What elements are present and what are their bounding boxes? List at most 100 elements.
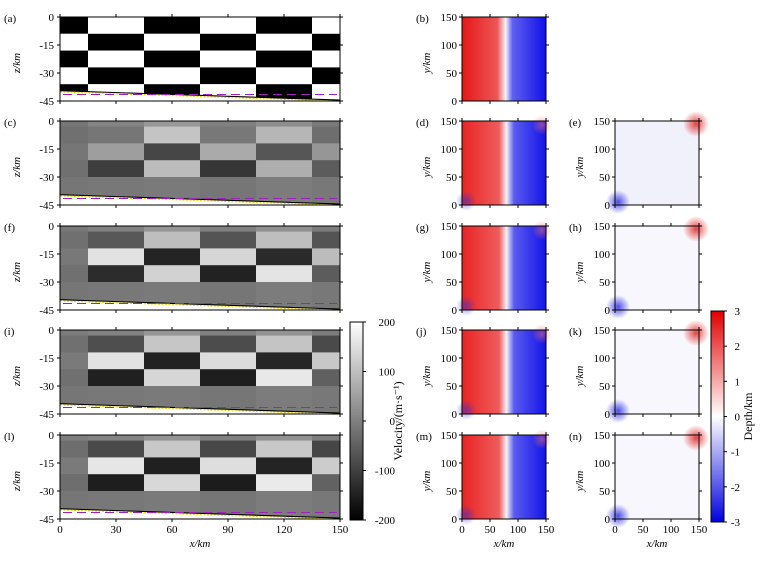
y-tick-label: 100 xyxy=(441,353,458,365)
velocity-cell xyxy=(88,491,145,509)
checker-cell xyxy=(88,50,144,68)
velocity-cell xyxy=(88,369,145,387)
x-tick-label: 150 xyxy=(691,524,708,536)
colorbar-tick-label: -200 xyxy=(375,515,396,527)
error-panel-3 xyxy=(606,425,709,528)
velocity-colorbar-label: Velocity/(m·s⁻¹) xyxy=(391,381,405,460)
panel-label: (g) xyxy=(416,222,429,234)
velocity-cell xyxy=(312,126,341,144)
y-tick-label: -45 xyxy=(39,200,54,212)
velocity-cell xyxy=(88,386,145,404)
velocity-cell xyxy=(256,282,313,300)
velocity-cell xyxy=(256,143,313,161)
y-tick-label: 150 xyxy=(441,12,458,24)
x-tick-label: 100 xyxy=(663,524,680,536)
velocity-cell xyxy=(60,231,89,249)
x-axis-label: x/km xyxy=(493,538,515,550)
velocity-cell xyxy=(144,177,201,195)
velocity-cell xyxy=(312,226,341,232)
checker-cell xyxy=(200,33,256,51)
velocity-cell xyxy=(312,386,341,404)
section-panel-2 xyxy=(57,223,343,313)
checker-cell xyxy=(88,67,144,85)
y-tick-label: -45 xyxy=(39,409,54,421)
map-frame xyxy=(614,434,700,520)
depth-field xyxy=(462,226,546,310)
error-panel-2 xyxy=(606,320,709,423)
depth-field xyxy=(462,435,546,519)
velocity-cell xyxy=(60,335,89,353)
velocity-cell xyxy=(256,231,313,249)
y-tick-label: 50 xyxy=(446,68,458,80)
velocity-cell xyxy=(60,474,89,492)
velocity-cell xyxy=(60,282,89,300)
map-frame xyxy=(461,434,547,520)
checker-cell xyxy=(144,33,200,51)
error-panel-1 xyxy=(606,216,709,319)
velocity-cell xyxy=(200,352,257,370)
velocity-cell xyxy=(60,457,89,475)
y-axis-label: y/km xyxy=(574,471,586,493)
velocity-cell xyxy=(256,298,313,311)
interface-line xyxy=(59,90,341,101)
y-tick-label: 50 xyxy=(446,172,458,184)
checker-cell xyxy=(60,67,88,85)
velocity-cell xyxy=(144,226,201,232)
velocity-cell xyxy=(256,330,313,336)
y-tick-label: -30 xyxy=(39,172,54,184)
x-tick-label: 0 xyxy=(612,524,618,536)
colorbar-tick-label: -2 xyxy=(731,482,740,494)
checker-cell xyxy=(256,17,312,34)
velocity-cell xyxy=(88,160,145,178)
corner-anomaly xyxy=(606,295,630,319)
depth-panel-2 xyxy=(456,220,552,316)
corner-anomaly xyxy=(683,320,709,346)
y-tick-label: 0 xyxy=(49,12,55,24)
velocity-cell xyxy=(88,177,145,195)
panel-label: (d) xyxy=(416,117,429,129)
velocity-cell xyxy=(144,335,201,353)
y-tick-label: 100 xyxy=(441,458,458,470)
corner-anomaly xyxy=(683,425,709,451)
velocity-cell xyxy=(312,177,341,195)
velocity-cell xyxy=(312,143,341,161)
y-tick-label: 0 xyxy=(452,514,458,526)
velocity-cell xyxy=(256,369,313,387)
checker-cell xyxy=(200,50,256,68)
velocity-cell xyxy=(256,440,313,458)
map-frame xyxy=(461,16,547,102)
depth-panel-4 xyxy=(456,429,552,525)
velocity-cell xyxy=(88,352,145,370)
x-tick-label: 60 xyxy=(167,524,179,536)
x-tick-label: 100 xyxy=(510,524,527,536)
y-axis-label: z/km xyxy=(11,262,23,283)
velocity-cell xyxy=(256,386,313,404)
y-tick-label: -45 xyxy=(39,96,54,108)
map-frame xyxy=(461,329,547,415)
checker-cell xyxy=(88,33,144,51)
corner-anomaly xyxy=(532,429,552,449)
velocity-cell xyxy=(88,457,145,475)
y-tick-label: 150 xyxy=(441,221,458,233)
panel-label: (c) xyxy=(4,117,17,129)
checker-cell xyxy=(200,17,256,34)
corner-anomaly xyxy=(606,504,630,528)
velocity-cell xyxy=(256,352,313,370)
interface-line-yellow xyxy=(59,300,341,311)
y-tick-label: 0 xyxy=(605,409,611,421)
y-axis-label: z/km xyxy=(11,471,23,492)
velocity-cell xyxy=(144,121,201,127)
velocity-cell xyxy=(256,457,313,475)
velocity-cell xyxy=(60,369,89,387)
y-axis-label: z/km xyxy=(11,366,23,387)
velocity-cell xyxy=(200,177,257,195)
velocity-cell xyxy=(60,143,89,161)
depth-colorbar-label: Depth/km xyxy=(741,392,755,441)
velocity-cell xyxy=(312,335,341,353)
checker-cell xyxy=(312,84,340,101)
velocity-cell xyxy=(312,352,341,370)
velocity-cell xyxy=(312,121,341,127)
section-panel-0 xyxy=(57,14,343,104)
velocity-cell xyxy=(144,435,201,441)
velocity-cell xyxy=(200,474,257,492)
